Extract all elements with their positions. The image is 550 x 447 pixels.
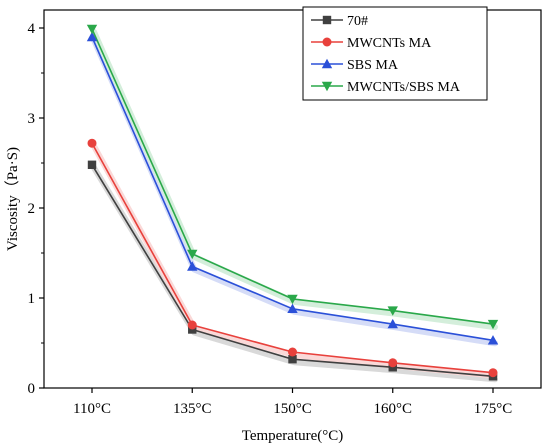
y-tick-label: 1 [28,291,36,307]
data-point-s1-1 [87,160,97,169]
x-tick-label: 160°C [373,401,412,417]
legend-marker-4 [321,81,333,92]
x-tick-label: 150°C [273,401,312,417]
x-tick-label: 110°C [73,401,111,417]
data-point-s4-3 [287,294,298,305]
y-tick-label: 2 [28,201,36,217]
legend: 70# MWCNTs MA SBS MA MWCNTs/SBS MA [302,6,488,101]
data-point-s4-1 [86,24,98,35]
legend-marker-1 [322,15,332,25]
data-point-s2-1 [87,138,97,148]
data-point-s4-2 [187,249,198,260]
data-point-s2-2 [187,320,197,330]
data-point-s3-3 [287,303,298,313]
axes: 110°C 135°C 150°C 160°C 175°C 0 1 2 3 4 [28,21,513,417]
y-tick-label: 3 [28,111,36,127]
legend-marker-2 [322,37,332,47]
x-tick-label: 175°C [474,401,513,417]
legend-label-3: SBS MA [347,58,399,73]
series-shadow-1 [91,164,498,383]
data-point-s4-5 [487,319,499,330]
data-point-s2-4 [388,358,398,368]
series-markers [86,24,499,381]
x-tick-label: 135°C [173,401,212,417]
y-axis-title: Viscosity（Pa·S) [4,147,21,251]
x-axis-title: Temperature(°C) [242,428,344,444]
legend-marker-3 [321,58,333,69]
data-point-s2-3 [288,347,297,357]
legend-box [302,6,488,101]
legend-label-1: 70# [347,14,368,29]
data-point-s1-3 [288,355,297,364]
y-tick-label: 4 [28,21,36,37]
legend-label-4: MWCNTs/SBS MA [347,80,461,95]
data-point-s2-5 [488,368,498,378]
legend-label-2: MWCNTs MA [347,36,432,51]
series-line-1 [91,164,494,378]
data-point-s3-2 [187,261,198,271]
data-point-s3-1 [86,31,98,42]
data-point-s4-4 [387,306,398,316]
data-point-s3-5 [487,335,499,345]
y-tick-label: 0 [28,381,36,397]
data-point-s3-4 [387,318,398,329]
